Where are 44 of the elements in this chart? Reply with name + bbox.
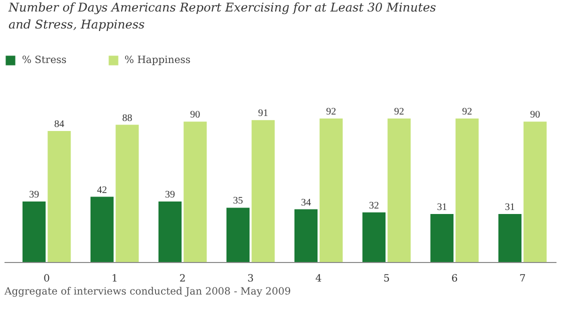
x-tick-label: 1 — [111, 274, 118, 284]
data-label: 31 — [504, 202, 515, 213]
legend-label: % Stress — [22, 54, 67, 66]
data-label: 39 — [165, 189, 176, 200]
data-label: 92 — [326, 106, 336, 118]
x-tick-label: 4 — [315, 274, 322, 284]
data-label: 91 — [258, 108, 268, 120]
data-label: 35 — [233, 196, 244, 207]
bar — [226, 208, 250, 262]
bar — [252, 120, 275, 262]
data-label: 42 — [97, 184, 108, 196]
bar — [498, 214, 522, 262]
data-label: 84 — [54, 119, 64, 130]
bar — [294, 209, 318, 262]
bar — [158, 201, 182, 262]
bar — [90, 196, 114, 262]
x-tick-label: 7 — [519, 274, 526, 284]
x-tick-label: 6 — [451, 274, 458, 284]
bar — [456, 118, 479, 262]
chart-title: Number of Days Americans Report Exercising for at Least 30 Minutes and Stress, Happiness — [8, 0, 436, 32]
data-label: 32 — [368, 200, 379, 212]
bar — [22, 201, 46, 262]
bar — [430, 214, 454, 262]
bar — [362, 212, 386, 262]
bar — [524, 122, 547, 262]
data-label: 34 — [300, 197, 311, 208]
bar — [320, 118, 343, 262]
bar — [388, 118, 411, 262]
bar — [184, 122, 207, 262]
x-tick-label: 3 — [247, 274, 254, 284]
data-label: 90 — [190, 110, 200, 121]
x-tick-label: 2 — [179, 274, 186, 284]
x-tick-label: 5 — [383, 274, 390, 284]
data-label: 90 — [530, 110, 540, 121]
data-label: 31 — [436, 202, 447, 213]
x-tick-label: 0 — [43, 274, 50, 284]
data-label: 92 — [394, 106, 404, 118]
bar — [48, 131, 71, 262]
data-label: 39 — [29, 189, 40, 200]
bar — [116, 124, 139, 262]
legend-label: % Happiness — [124, 54, 191, 66]
text: Aggregate of interviews conducted Jan 2008 - May 2009 — [4, 286, 291, 298]
data-label: 92 — [462, 106, 472, 118]
data-label: 88 — [122, 112, 132, 124]
